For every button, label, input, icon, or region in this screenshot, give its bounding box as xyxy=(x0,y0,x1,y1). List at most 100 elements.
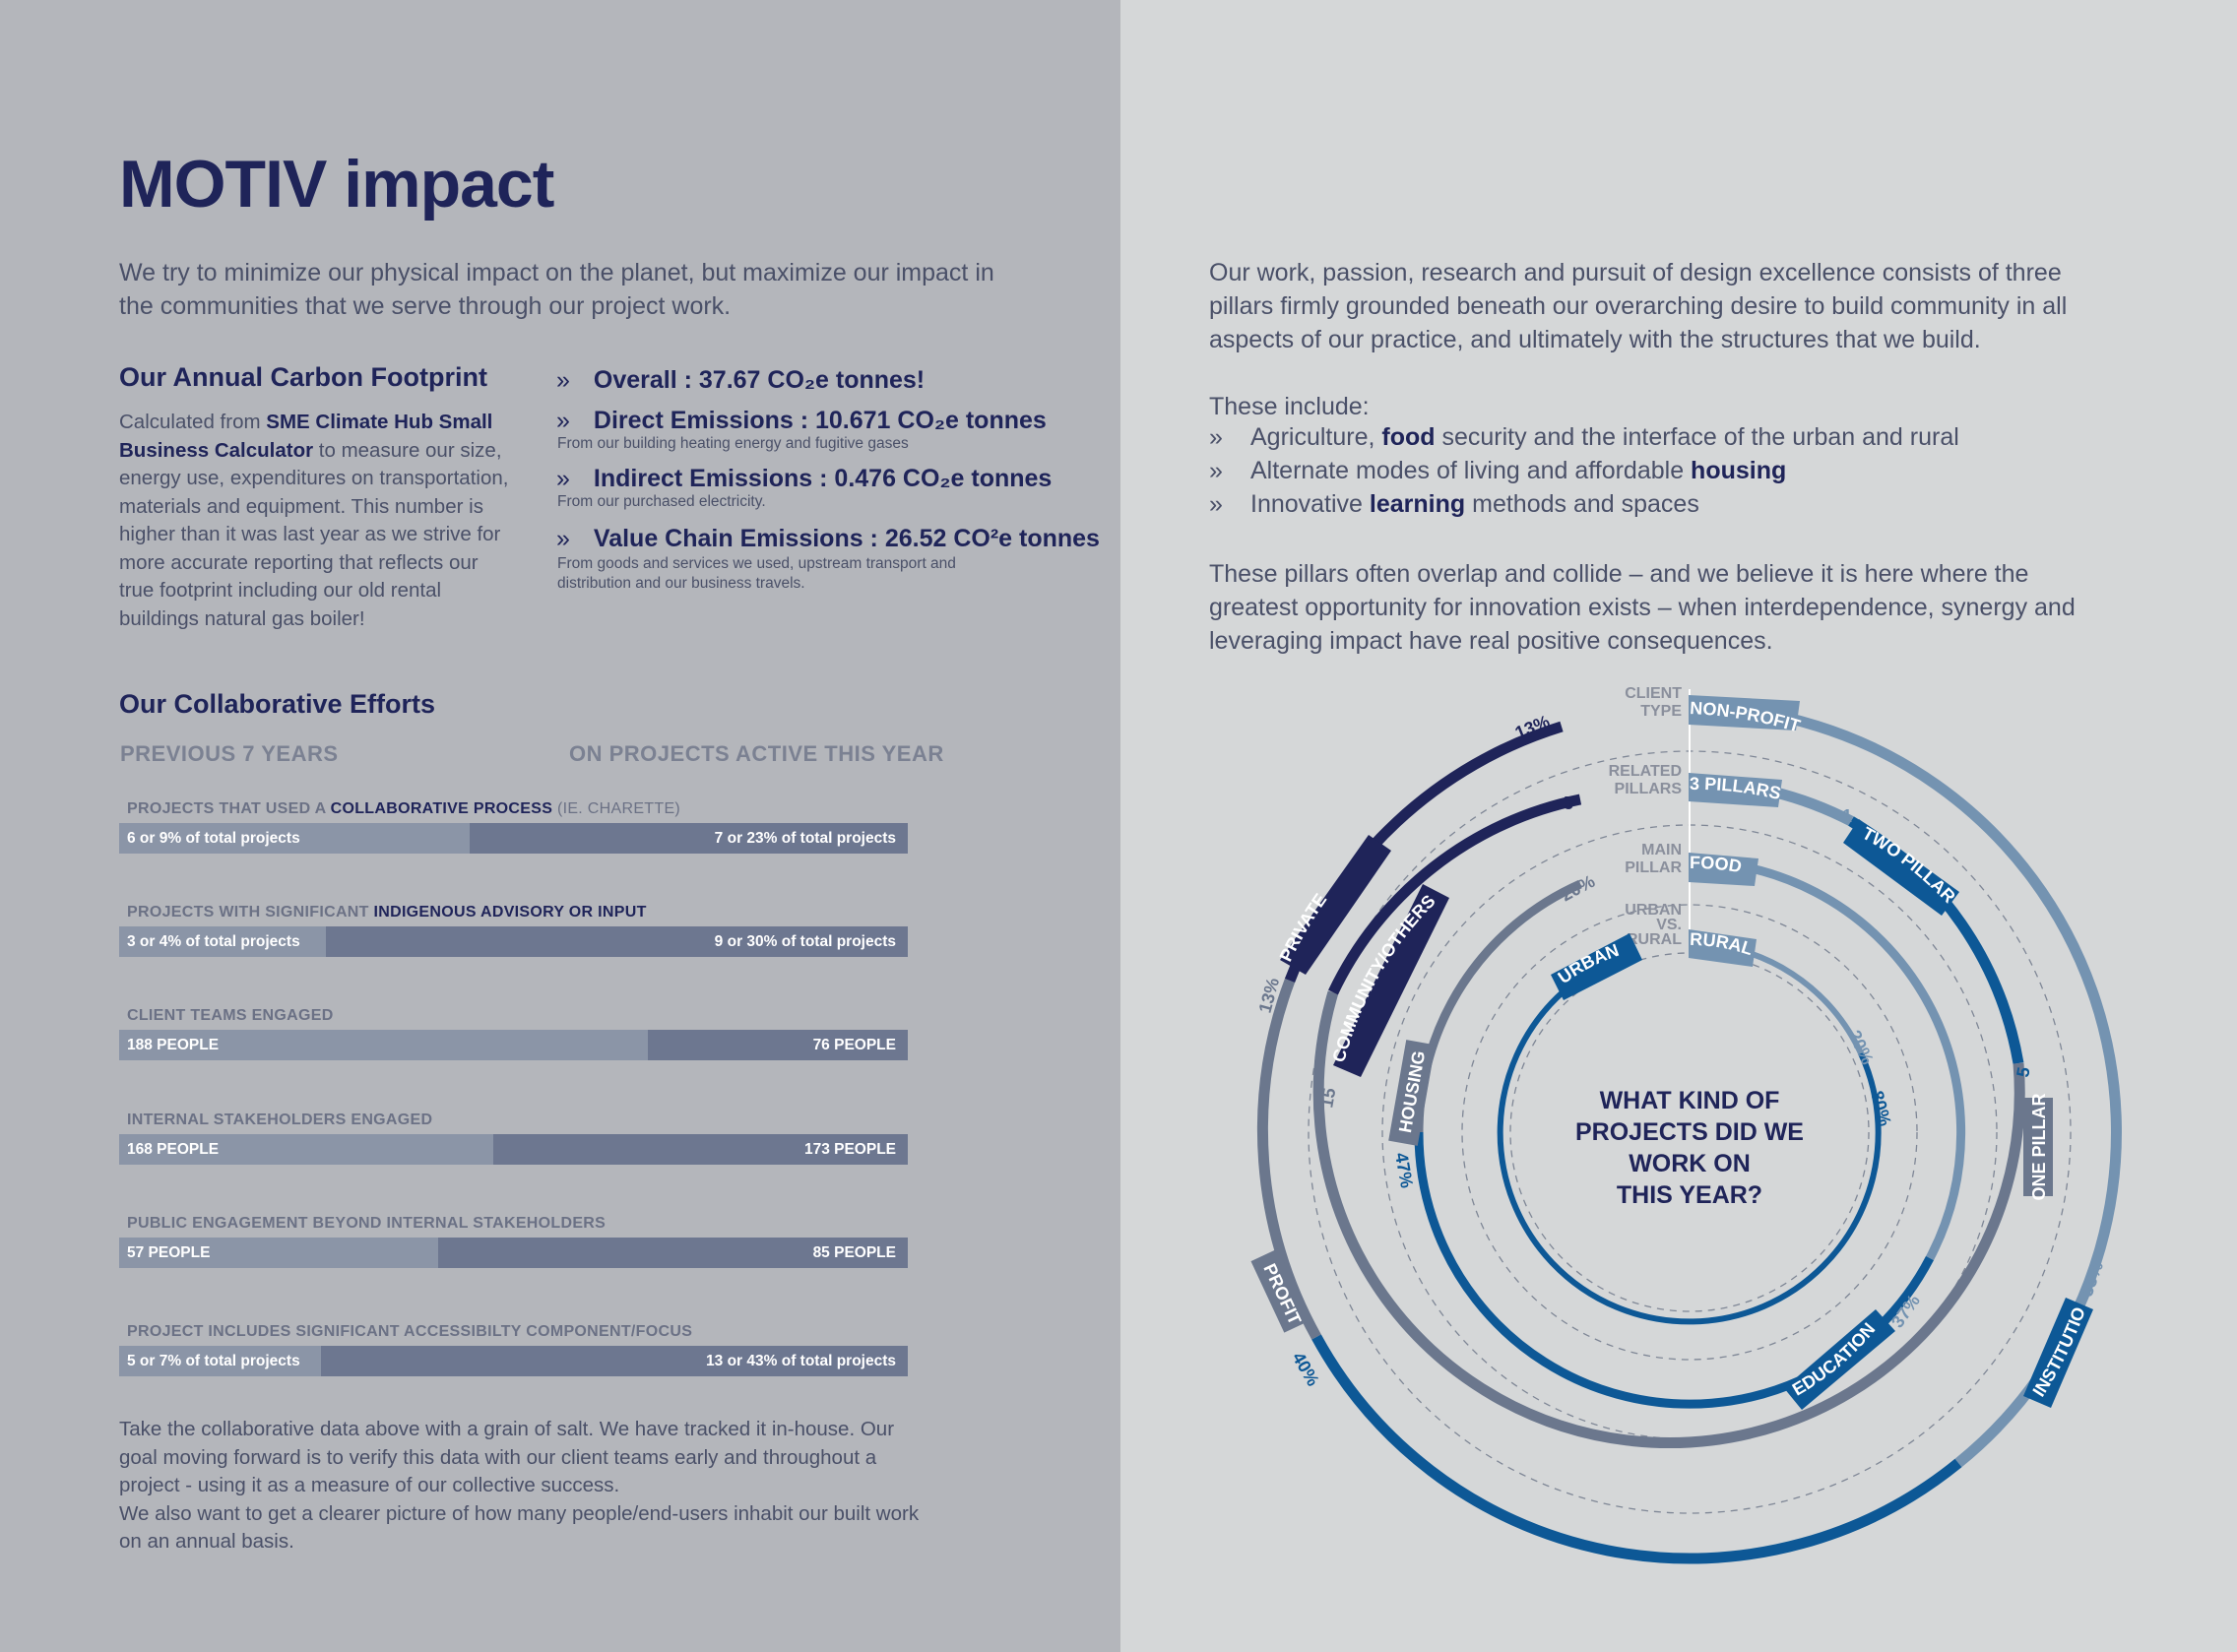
pct-rural-20: 20% xyxy=(1844,1027,1877,1067)
arc-institution xyxy=(1311,1334,1962,1564)
tag-bg xyxy=(1280,835,1391,975)
emission-label: Direct Emissions : 10.671 CO₂e tonnes xyxy=(593,407,1047,434)
count-one-pillar: 15 xyxy=(1316,1086,1339,1109)
chevron-icon: » xyxy=(556,465,570,492)
prev-value: 6 or 9% of total projects xyxy=(127,830,300,847)
pct-urban-80: 80% xyxy=(1867,1089,1895,1128)
emission-label: Indirect Emissions : 0.476 CO₂e tonnes xyxy=(593,465,1053,492)
metric-bar: 5 or 7% of total projects 13 or 43% of to… xyxy=(119,1346,908,1376)
metric-bar: 57 PEOPLE 85 PEOPLE xyxy=(119,1238,908,1268)
collab-heading: Our Collaborative Efforts xyxy=(119,689,436,719)
metric-label: PROJECT INCLUDES SIGNIFICANT ACCESSIBILT… xyxy=(127,1323,693,1340)
prev-bar-fill xyxy=(119,1238,438,1268)
tag-bg xyxy=(1551,933,1642,1000)
tag-bg xyxy=(1689,773,1782,807)
pct-education-47: 47% xyxy=(1391,1151,1417,1189)
chevron-icon: » xyxy=(1209,457,1223,484)
count-two-pillars: 5 xyxy=(2013,1065,2033,1078)
projects-radial-diagram: CLIENT TYPE RELATED PILLARS MAIN PILLAR … xyxy=(1120,630,2122,1564)
outro-text-2: We also want to get a clearer picture of… xyxy=(119,1501,920,1554)
tag-bg xyxy=(2023,1098,2053,1196)
active-value: 7 or 23% of total projects xyxy=(714,830,896,847)
tag-one-pillar: ONE PILLAR xyxy=(2029,1093,2049,1200)
metric-label: PUBLIC ENGAGEMENT BEYOND INTERNAL STAKEH… xyxy=(127,1215,607,1232)
arc-tags: NON-PROFIT 3 PILLARS FOOD RURAL PRIVATE … xyxy=(1120,630,2093,1410)
active-value: 76 PEOPLE xyxy=(812,1037,896,1053)
page-title: MOTIV impact xyxy=(119,147,554,222)
arc-community xyxy=(1328,794,1582,995)
arc-urban xyxy=(1497,952,1882,1325)
pillars-intro: Our work, passion, research and pursuit … xyxy=(1209,259,2068,353)
intro-paragraph: We try to minimize our physical impact o… xyxy=(119,259,994,320)
tag-bg xyxy=(2023,1298,2093,1408)
these-include: These include: xyxy=(1209,393,1370,420)
pillars-overlap: These pillars often overlap and collide … xyxy=(1209,560,2076,655)
prev-value: 5 or 7% of total projects xyxy=(127,1353,300,1369)
emission-indirect: » Indirect Emissions : 0.476 CO₂e tonnes xyxy=(556,465,1052,493)
emission-note: From our building heating energy and fug… xyxy=(557,435,909,452)
tag-bg xyxy=(1784,1309,1895,1410)
pct-housing-20: 20% xyxy=(1558,871,1598,906)
chevron-icon: » xyxy=(1209,423,1223,451)
ring-labels: CLIENT TYPE RELATED PILLARS MAIN PILLAR … xyxy=(1609,685,1683,948)
prev-bar-fill xyxy=(119,1134,494,1165)
emission-direct: » Direct Emissions : 10.671 CO₂e tonnes xyxy=(556,407,1047,435)
prev-value: 57 PEOPLE xyxy=(127,1244,211,1261)
emission-value-chain: » Value Chain Emissions : 26.52 CO²e tonn… xyxy=(556,525,1100,553)
carbon-description: Calculated from SME Climate Hub Small Bu… xyxy=(119,409,513,633)
count-3-pillars: 1 xyxy=(1842,806,1852,826)
arc-one-pillar xyxy=(1312,990,2025,1448)
guide-ring xyxy=(1461,904,1918,1361)
metric-bar: 188 PEOPLE 76 PEOPLE xyxy=(119,1030,908,1060)
carbon-heading: Our Annual Carbon Footprint xyxy=(119,362,487,392)
emission-overall: » Overall : 37.67 CO₂e tonnes! xyxy=(556,366,925,395)
ring-label: RURAL xyxy=(1627,931,1682,948)
active-value: 85 PEOPLE xyxy=(812,1244,896,1261)
prev-value: 168 PEOPLE xyxy=(127,1141,220,1158)
prev-value: 188 PEOPLE xyxy=(127,1037,220,1053)
tag-bg xyxy=(1689,695,1800,731)
carbon-desc-text: Calculated from xyxy=(119,411,267,433)
active-value: 9 or 30% of total projects xyxy=(714,933,896,950)
closing-paragraph: Take the collaborative data above with a… xyxy=(119,1416,927,1557)
active-value: 173 PEOPLE xyxy=(803,1141,896,1158)
chevron-icon: » xyxy=(556,525,570,552)
ring-label: PILLARS xyxy=(1615,781,1683,797)
prev-bar-fill xyxy=(119,1030,648,1060)
tag-bg xyxy=(1843,819,1959,916)
calculator-name: SME Climate Hub Small Business Calculato… xyxy=(119,411,493,462)
tag-bg xyxy=(1333,884,1449,1077)
ring-label: CLIENT xyxy=(1625,685,1682,702)
count-community: 5 xyxy=(1564,794,1573,813)
prev-value: 3 or 4% of total projects xyxy=(127,933,300,950)
pct-food-37: 37% xyxy=(1887,1291,1924,1331)
metric-bar: 168 PEOPLE 173 PEOPLE xyxy=(119,1134,908,1165)
chevron-icon: » xyxy=(556,366,570,394)
emission-note: From goods and services we used, upstrea… xyxy=(557,555,956,592)
outro-text: Take the collaborative data above with a… xyxy=(119,1418,895,1496)
emission-note: From our purchased electricity. xyxy=(557,493,766,510)
prev-bar-fill xyxy=(119,823,470,854)
ring-label: PILLAR xyxy=(1625,859,1682,876)
chevron-icon: » xyxy=(1209,490,1223,518)
column-previous: PREVIOUS 7 YEARS xyxy=(120,741,339,766)
metric-label: PROJECTS THAT USED A COLLABORATIVE PROCE… xyxy=(127,800,681,817)
metric-bar: 3 or 4% of total projects 9 or 30% of tot… xyxy=(119,926,908,957)
prev-bar-fill xyxy=(119,926,326,957)
center-line: WHAT KIND OF xyxy=(1600,1087,1780,1114)
pillar-bullet: » Agriculture, food security and the inte… xyxy=(1209,423,1959,451)
prev-bar-fill xyxy=(119,1346,322,1376)
metric-label: PROJECTS WITH SIGNIFICANT INDIGENOUS ADV… xyxy=(127,904,647,921)
guide-ring xyxy=(1509,952,1870,1312)
emission-label: Overall : 37.67 CO₂e tonnes! xyxy=(593,366,926,394)
metric-bar: 6 or 9% of total projects 7 or 23% of tot… xyxy=(119,823,908,854)
tag-two-pillars: TWO PILLARS xyxy=(1120,630,1959,907)
pct-nonprofit-33: 33% xyxy=(2077,1259,2107,1300)
pct-institution-40: 40% xyxy=(1289,1349,1323,1389)
tag-bg xyxy=(1250,1248,1311,1333)
arc-food xyxy=(1691,857,1966,1261)
emission-label: Value Chain Emissions : 26.52 CO²e tonne… xyxy=(593,525,1100,552)
center-question: WHAT KIND OF PROJECTS DID WE WORK ON THI… xyxy=(1575,1087,1804,1209)
metric-label: CLIENT TEAMS ENGAGED xyxy=(127,1007,334,1024)
ring-label: RELATED xyxy=(1609,763,1682,780)
